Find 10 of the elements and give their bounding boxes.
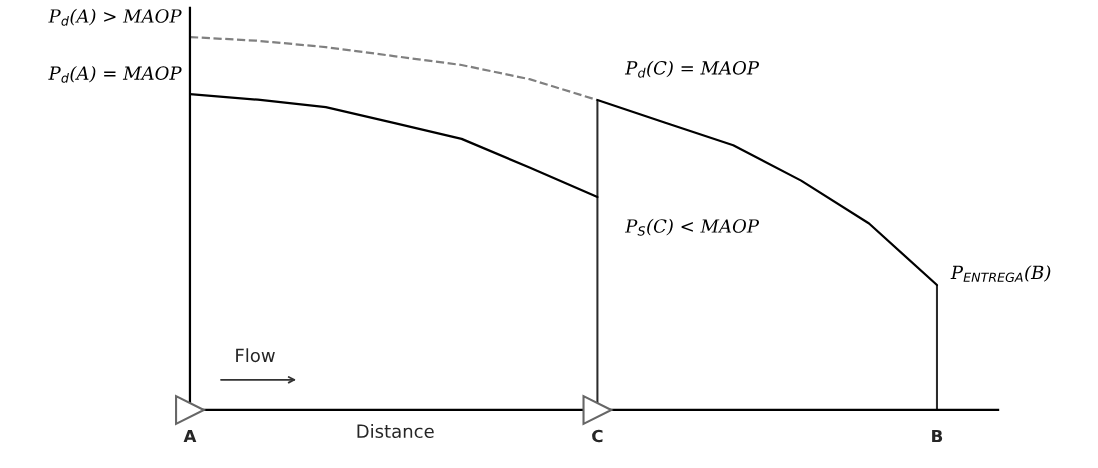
x-tick-label: C [592,429,603,443]
x-tick-label: A [183,429,197,443]
annotation: P$_{d}$(A) = MAOP [48,65,182,83]
annotation: P$_{d}$(A) > MAOP [48,8,182,26]
annotation: P$_{S}$(C) < MAOP [624,218,760,236]
x-axis-title: Distance [357,424,434,439]
annotation: P$_{d}$(C) = MAOP [624,60,760,78]
annotation: P$_{ENTREGA}$(B) [950,265,1051,283]
annotation: Flow [236,348,275,363]
x-tick-label: B [932,429,943,443]
